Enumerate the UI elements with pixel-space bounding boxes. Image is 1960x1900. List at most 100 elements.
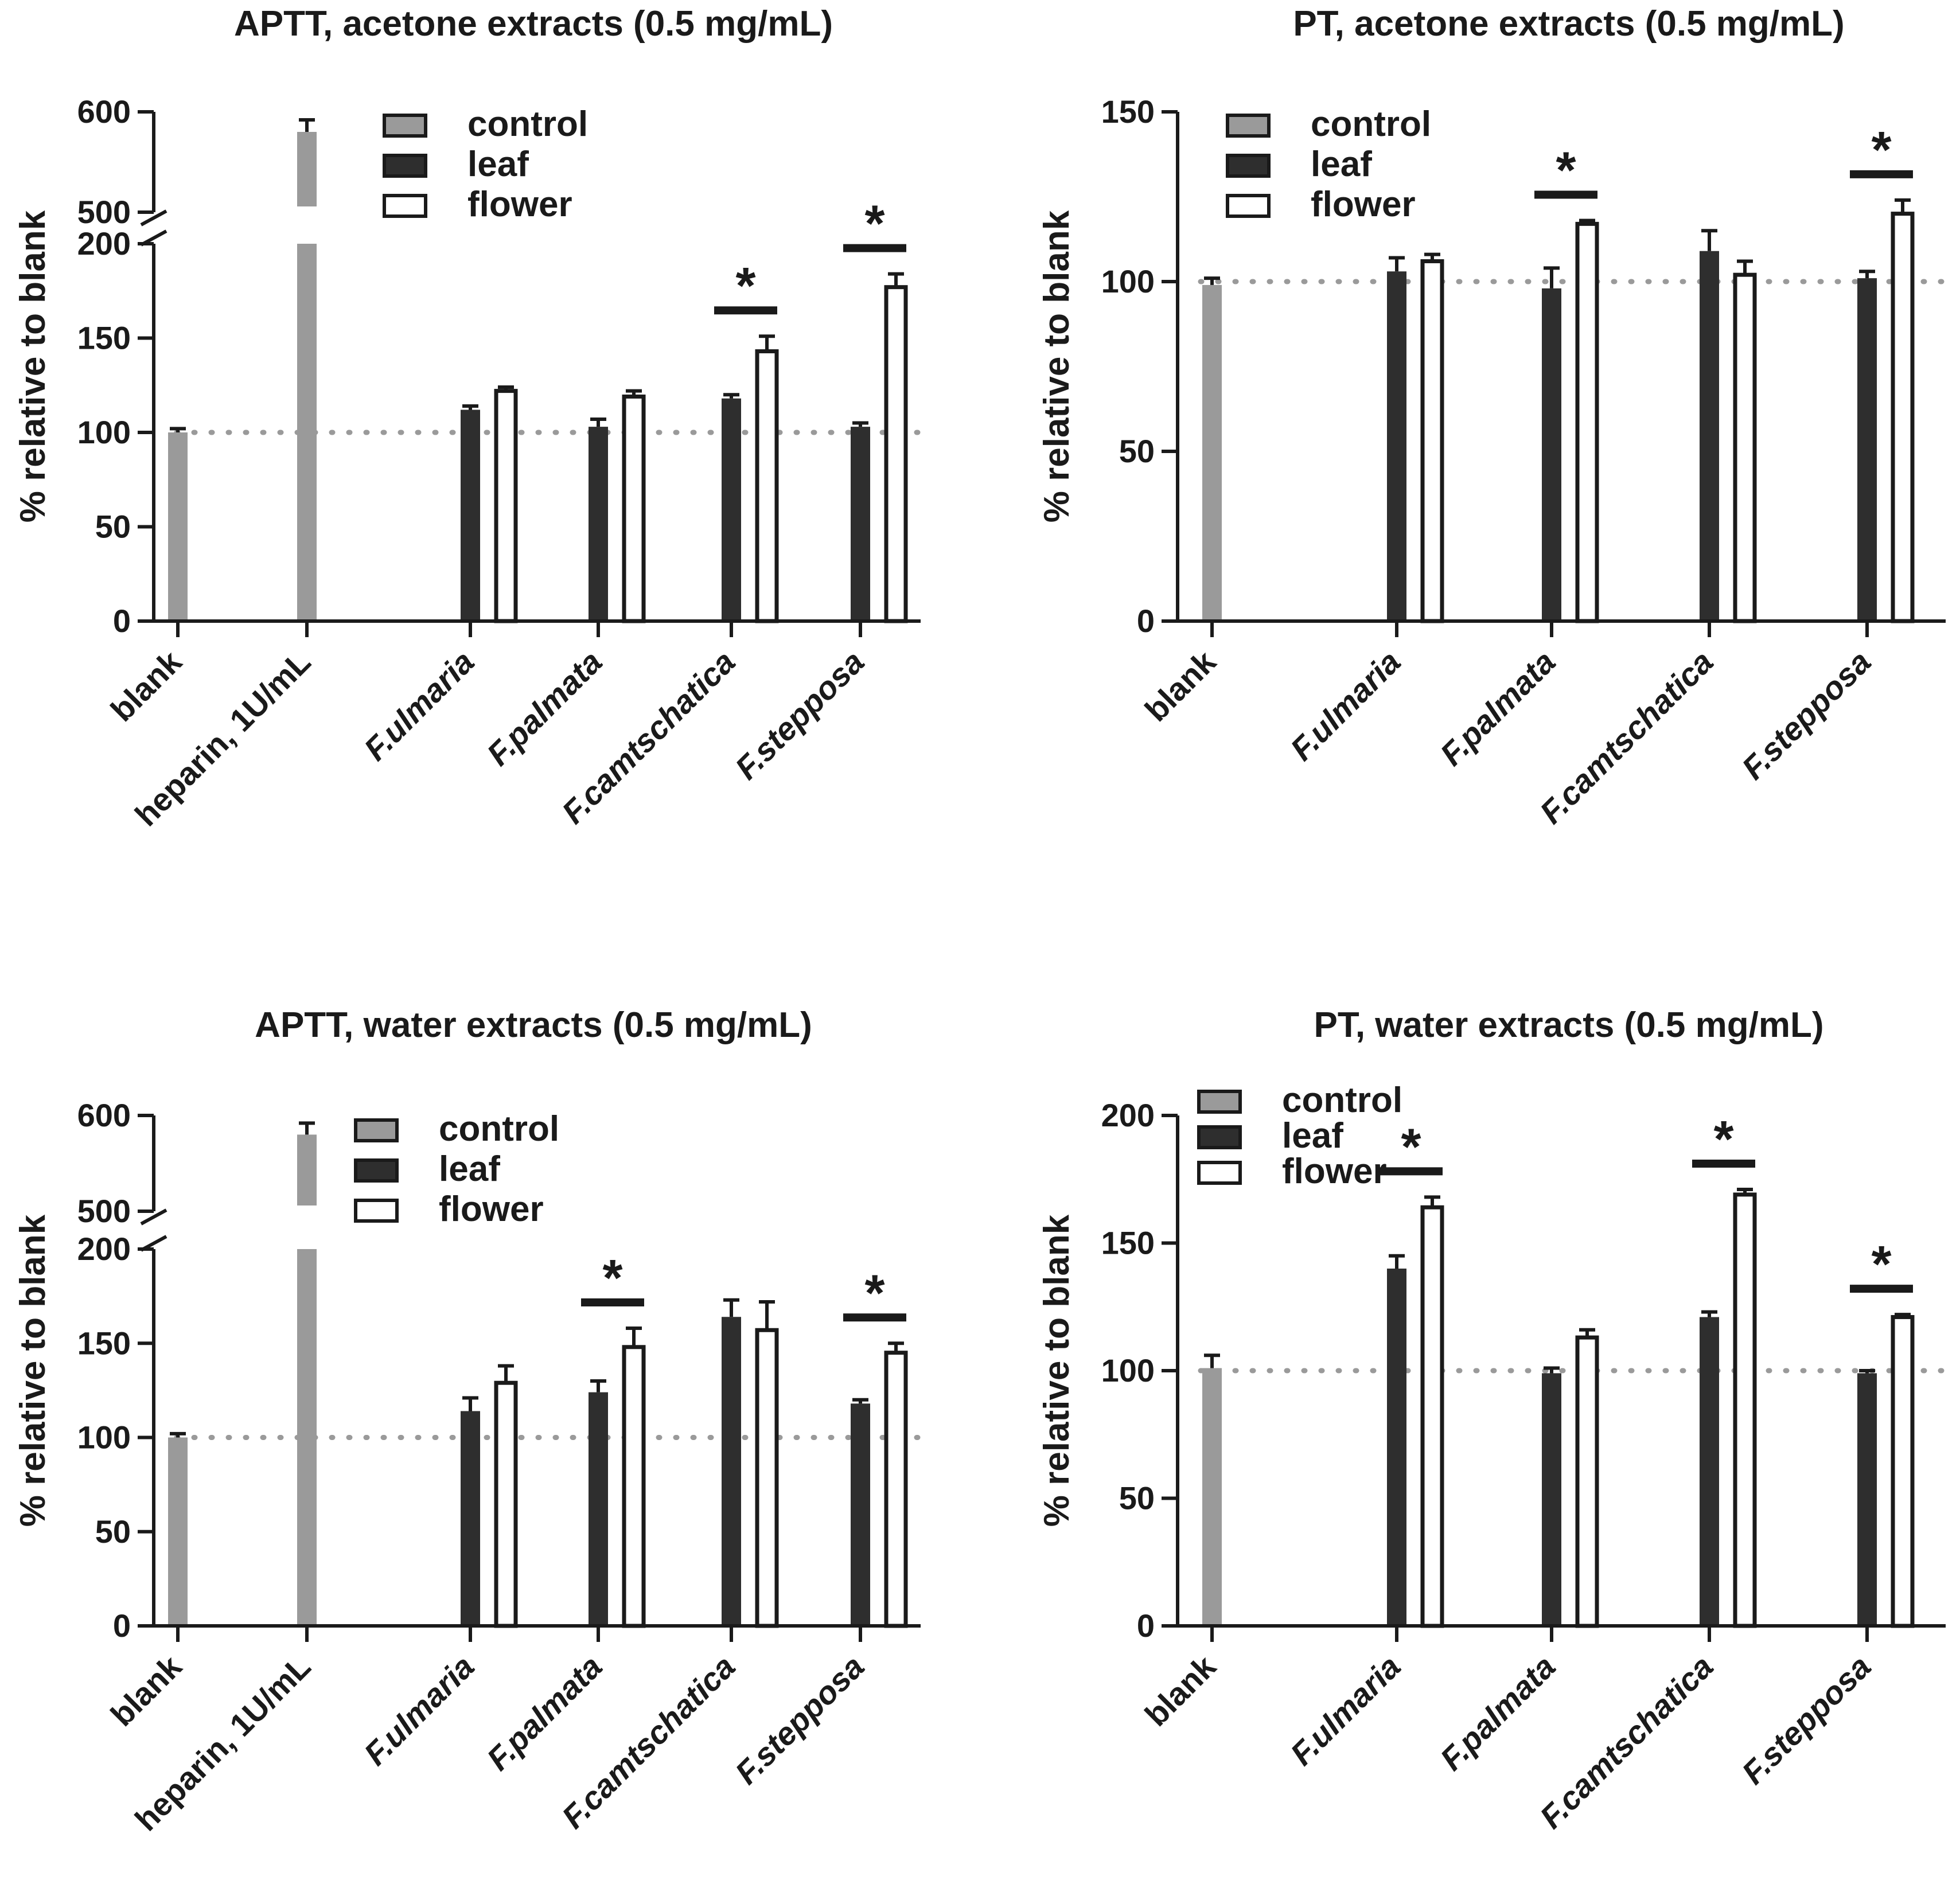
y-tick-label: 100 — [1101, 263, 1155, 299]
y-tick-label: 500 — [77, 1193, 131, 1229]
bar-control-1 — [297, 1134, 317, 1205]
x-category-label: F.stepposa — [1735, 1648, 1877, 1791]
legend-swatch-control — [354, 1118, 399, 1142]
significance-star: * — [864, 1265, 884, 1322]
y-tick-label: 50 — [1119, 433, 1155, 469]
significance-star: * — [1871, 122, 1891, 179]
y-tick-label: 50 — [95, 1513, 131, 1550]
legend-swatch-control — [383, 114, 427, 138]
y-tick-label: 150 — [77, 1325, 131, 1361]
bar-control-0 — [1202, 284, 1222, 621]
bar-control-0 — [168, 1437, 188, 1626]
significance-star: * — [602, 1250, 622, 1307]
legend-swatch-leaf — [354, 1158, 399, 1183]
bar-leaf-1 — [1387, 1269, 1406, 1626]
legend-label-control: control — [1282, 1080, 1402, 1120]
bar-leaf-2 — [461, 1411, 480, 1626]
significance-star: * — [1871, 1236, 1891, 1293]
y-axis-label: % relative to blank — [13, 210, 53, 522]
x-category-label: F.stepposa — [728, 643, 871, 786]
bar-flower-5 — [884, 1351, 908, 1628]
bar-flower-2 — [1575, 1335, 1599, 1628]
bar-leaf-5 — [851, 427, 870, 621]
bar-control-0 — [1202, 1368, 1222, 1626]
legend-swatch-flower — [1197, 1161, 1242, 1185]
legend-swatch-leaf — [1197, 1125, 1242, 1149]
legend-label-control: control — [467, 104, 588, 144]
bar-control-1-lower — [297, 1249, 317, 1626]
bar-leaf-2 — [1542, 288, 1561, 622]
bar-leaf-3 — [1700, 1317, 1719, 1626]
x-category-label: blank — [104, 1648, 189, 1733]
chart-title: APTT, acetone extracts (0.5 mg/mL) — [234, 4, 833, 44]
y-tick-label: 150 — [77, 320, 131, 356]
legend-swatch-flower — [383, 194, 427, 218]
legend-swatch-leaf — [383, 154, 427, 178]
bar-leaf-2 — [461, 409, 480, 621]
axis-break-mark — [140, 1208, 167, 1226]
y-axis-label: % relative to blank — [1037, 1214, 1077, 1527]
legend-label-flower: flower — [467, 185, 572, 224]
y-tick-label: 100 — [1101, 1352, 1155, 1388]
bar-leaf-4 — [722, 398, 741, 621]
bar-flower-5 — [884, 285, 908, 623]
y-tick-label: 600 — [77, 93, 131, 130]
bar-control-0 — [168, 432, 188, 621]
legend-swatch-control — [1197, 1090, 1242, 1114]
bar-flower-1 — [1420, 259, 1444, 623]
bar-flower-2 — [494, 1380, 518, 1628]
legend-label-flower: flower — [1282, 1152, 1387, 1191]
bar-flower-2 — [494, 389, 518, 623]
bar-leaf-4 — [722, 1317, 741, 1626]
x-category-label: F.camtschatica — [1533, 1648, 1720, 1835]
bar-leaf-5 — [851, 1403, 870, 1626]
significance-star: * — [1556, 142, 1576, 199]
y-axis-label: % relative to blank — [1037, 210, 1077, 522]
bar-flower-2 — [1575, 221, 1599, 623]
x-category-label: F.ulmaria — [357, 643, 481, 767]
y-tick-label: 100 — [77, 414, 131, 450]
y-tick-label: 100 — [77, 1419, 131, 1456]
bar-flower-3 — [622, 1345, 646, 1628]
legend-label-leaf: leaf — [467, 145, 529, 184]
bar-flower-4 — [755, 1328, 779, 1628]
legend-label-leaf: leaf — [439, 1149, 500, 1189]
bar-flower-1 — [1420, 1205, 1444, 1628]
y-tick-label: 500 — [77, 194, 131, 230]
legend-label-flower: flower — [1311, 185, 1416, 224]
y-tick-label: 150 — [1101, 1225, 1155, 1261]
x-category-label: blank — [1138, 1648, 1223, 1733]
bar-flower-4 — [1891, 1315, 1915, 1628]
bar-leaf-4 — [1857, 278, 1877, 622]
x-category-label: F.stepposa — [728, 1648, 871, 1791]
bar-leaf-1 — [1387, 271, 1406, 621]
bar-leaf-2 — [1542, 1373, 1561, 1626]
chart-panel-1: APTT, acetone extracts (0.5 mg/mL) % rela… — [13, 4, 924, 833]
x-category-label: F.palmata — [480, 643, 609, 773]
y-tick-label: 50 — [95, 509, 131, 545]
y-tick-label: 0 — [113, 1608, 131, 1644]
legend-label-control: control — [439, 1109, 559, 1149]
bar-flower-3 — [622, 394, 646, 623]
x-category-label: F.camtschatica — [1533, 643, 1720, 830]
legend-swatch-leaf — [1226, 154, 1271, 178]
bar-control-1 — [297, 132, 317, 206]
significance-star: * — [735, 258, 755, 315]
x-category-label: blank — [1138, 643, 1223, 728]
y-tick-label: 600 — [77, 1097, 131, 1133]
x-category-label: F.palmata — [1433, 1648, 1562, 1777]
bar-leaf-3 — [589, 427, 608, 621]
bar-flower-3 — [1733, 272, 1757, 623]
legend-swatch-flower — [1226, 194, 1271, 218]
bar-leaf-4 — [1857, 1373, 1877, 1626]
x-category-label: F.ulmaria — [1283, 643, 1407, 767]
y-tick-label: 200 — [1101, 1097, 1155, 1133]
y-tick-label: 200 — [77, 225, 131, 262]
legend-label-leaf: leaf — [1311, 145, 1372, 184]
significance-star: * — [1713, 1111, 1733, 1168]
bar-leaf-3 — [1700, 251, 1719, 622]
legend-label-leaf: leaf — [1282, 1116, 1343, 1156]
legend-label-control: control — [1311, 104, 1431, 144]
